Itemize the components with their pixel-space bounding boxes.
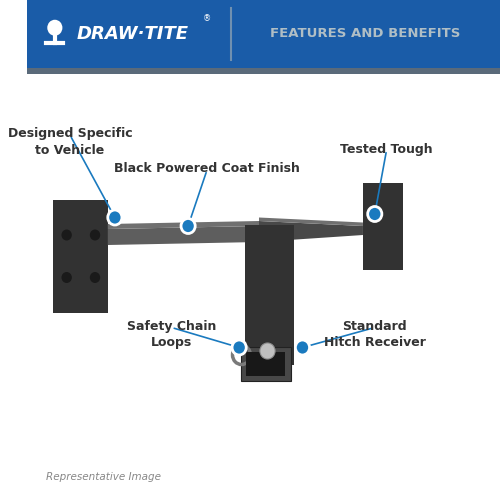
Circle shape [260,343,275,359]
FancyBboxPatch shape [54,200,108,312]
Text: FEATURES AND BENEFITS: FEATURES AND BENEFITS [270,27,460,40]
Circle shape [232,340,246,355]
Text: Black Powered Coat Finish: Black Powered Coat Finish [114,162,300,175]
Circle shape [181,218,195,234]
Polygon shape [259,218,363,226]
FancyBboxPatch shape [28,0,500,68]
Circle shape [296,340,310,355]
Text: ®: ® [203,14,211,24]
Circle shape [48,20,62,36]
Text: Representative Image: Representative Image [46,472,162,482]
FancyBboxPatch shape [245,225,294,365]
Circle shape [62,230,72,240]
Circle shape [90,230,100,240]
Text: Designed Specific
to Vehicle: Designed Specific to Vehicle [8,128,132,156]
Text: Standard
Hitch Receiver: Standard Hitch Receiver [324,320,426,349]
Polygon shape [108,221,259,229]
Polygon shape [108,226,259,245]
FancyBboxPatch shape [363,182,403,270]
FancyBboxPatch shape [246,352,284,376]
Circle shape [62,272,72,283]
Circle shape [108,210,122,225]
Text: Tested Tough: Tested Tough [340,142,433,156]
FancyBboxPatch shape [241,347,290,381]
Polygon shape [259,221,363,242]
Circle shape [368,206,382,222]
Text: Safety Chain
Loops: Safety Chain Loops [127,320,216,349]
Text: DRAW·TITE: DRAW·TITE [77,24,189,43]
FancyBboxPatch shape [28,68,500,74]
Circle shape [90,272,100,283]
